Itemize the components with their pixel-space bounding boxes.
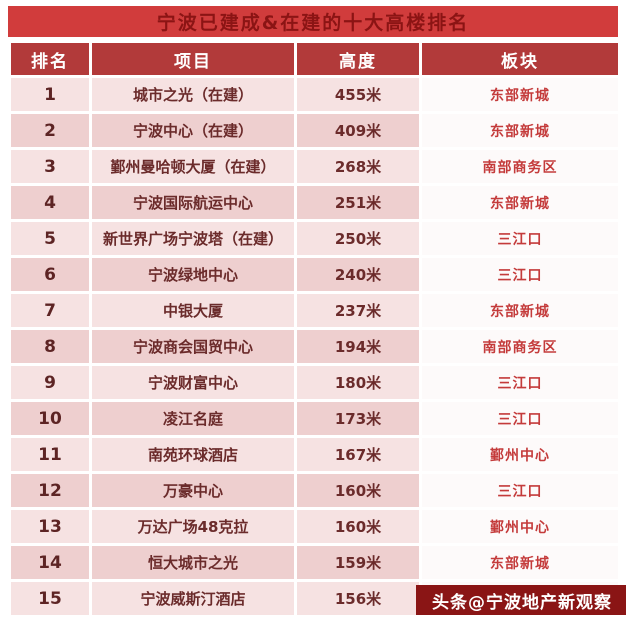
cell-district: 南部商务区: [422, 150, 618, 183]
cell-district: 三江口: [422, 402, 618, 435]
cell-project: 万豪中心: [92, 474, 294, 507]
cell-height: 251米: [297, 186, 419, 219]
cell-district: 鄞州中心: [422, 438, 618, 471]
cell-rank: 6: [11, 258, 89, 291]
cell-height: 240米: [297, 258, 419, 291]
table-row: 9 宁波财富中心 180米 三江口: [11, 366, 618, 399]
ranking-table: 排名 项目 高度 板块 1 城市之光（在建） 455米 东部新城 2 宁波中心（在建） 40…: [8, 40, 621, 618]
table-title-banner: 宁波已建成&在建的十大高楼排名: [8, 6, 618, 37]
watermark-badge: 头条@宁波地产新观察: [416, 585, 626, 615]
cell-height: 409米: [297, 114, 419, 147]
cell-project: 凌江名庭: [92, 402, 294, 435]
cell-height: 194米: [297, 330, 419, 363]
table-row: 6 宁波绿地中心 240米 三江口: [11, 258, 618, 291]
cell-height: 455米: [297, 78, 419, 111]
table-row: 12 万豪中心 160米 三江口: [11, 474, 618, 507]
table-row: 3 鄞州曼哈顿大厦（在建） 268米 南部商务区: [11, 150, 618, 183]
table-row: 4 宁波国际航运中心 251米 东部新城: [11, 186, 618, 219]
cell-rank: 14: [11, 546, 89, 579]
cell-district: 东部新城: [422, 546, 618, 579]
cell-project: 鄞州曼哈顿大厦（在建）: [92, 150, 294, 183]
cell-rank: 7: [11, 294, 89, 327]
column-header-rank: 排名: [11, 43, 89, 75]
cell-district: 三江口: [422, 258, 618, 291]
cell-rank: 5: [11, 222, 89, 255]
cell-district: 东部新城: [422, 114, 618, 147]
cell-height: 268米: [297, 150, 419, 183]
cell-rank: 13: [11, 510, 89, 543]
watermark-text: 头条@宁波地产新观察: [432, 592, 612, 613]
cell-district: 鄞州中心: [422, 510, 618, 543]
cell-height: 167米: [297, 438, 419, 471]
cell-district: 南部商务区: [422, 330, 618, 363]
cell-project: 宁波威斯汀酒店: [92, 582, 294, 615]
cell-rank: 12: [11, 474, 89, 507]
cell-project: 宁波财富中心: [92, 366, 294, 399]
header-row: 排名 项目 高度 板块: [11, 43, 618, 75]
column-header-height: 高度: [297, 43, 419, 75]
cell-project: 宁波中心（在建）: [92, 114, 294, 147]
table-row: 1 城市之光（在建） 455米 东部新城: [11, 78, 618, 111]
page-title: 宁波已建成&在建的十大高楼排名: [156, 12, 470, 34]
cell-project: 南苑环球酒店: [92, 438, 294, 471]
cell-height: 237米: [297, 294, 419, 327]
cell-district: 东部新城: [422, 294, 618, 327]
cell-height: 159米: [297, 546, 419, 579]
cell-district: 三江口: [422, 366, 618, 399]
cell-rank: 10: [11, 402, 89, 435]
column-header-district: 板块: [422, 43, 618, 75]
cell-project: 新世界广场宁波塔（在建）: [92, 222, 294, 255]
cell-rank: 3: [11, 150, 89, 183]
cell-project: 中银大厦: [92, 294, 294, 327]
cell-rank: 4: [11, 186, 89, 219]
cell-district: 东部新城: [422, 186, 618, 219]
column-header-project: 项目: [92, 43, 294, 75]
table-row: 5 新世界广场宁波塔（在建） 250米 三江口: [11, 222, 618, 255]
cell-rank: 2: [11, 114, 89, 147]
cell-project: 恒大城市之光: [92, 546, 294, 579]
table-row: 2 宁波中心（在建） 409米 东部新城: [11, 114, 618, 147]
cell-rank: 11: [11, 438, 89, 471]
cell-height: 173米: [297, 402, 419, 435]
cell-height: 250米: [297, 222, 419, 255]
cell-height: 156米: [297, 582, 419, 615]
table-row: 10 凌江名庭 173米 三江口: [11, 402, 618, 435]
cell-rank: 9: [11, 366, 89, 399]
cell-project: 宁波国际航运中心: [92, 186, 294, 219]
cell-rank: 15: [11, 582, 89, 615]
cell-project: 宁波商会国贸中心: [92, 330, 294, 363]
cell-rank: 1: [11, 78, 89, 111]
cell-height: 160米: [297, 474, 419, 507]
cell-district: 三江口: [422, 474, 618, 507]
table-row: 7 中银大厦 237米 东部新城: [11, 294, 618, 327]
cell-rank: 8: [11, 330, 89, 363]
table-header: 排名 项目 高度 板块: [11, 43, 618, 75]
cell-project: 城市之光（在建）: [92, 78, 294, 111]
cell-district: 东部新城: [422, 78, 618, 111]
table-row: 8 宁波商会国贸中心 194米 南部商务区: [11, 330, 618, 363]
cell-project: 宁波绿地中心: [92, 258, 294, 291]
table-row: 11 南苑环球酒店 167米 鄞州中心: [11, 438, 618, 471]
cell-project: 万达广场48克拉: [92, 510, 294, 543]
cell-height: 160米: [297, 510, 419, 543]
table-body: 1 城市之光（在建） 455米 东部新城 2 宁波中心（在建） 409米 东部新城 3 鄞州曼哈顿…: [11, 78, 618, 615]
table-row: 14 恒大城市之光 159米 东部新城: [11, 546, 618, 579]
table-row: 13 万达广场48克拉 160米 鄞州中心: [11, 510, 618, 543]
cell-district: 三江口: [422, 222, 618, 255]
cell-height: 180米: [297, 366, 419, 399]
